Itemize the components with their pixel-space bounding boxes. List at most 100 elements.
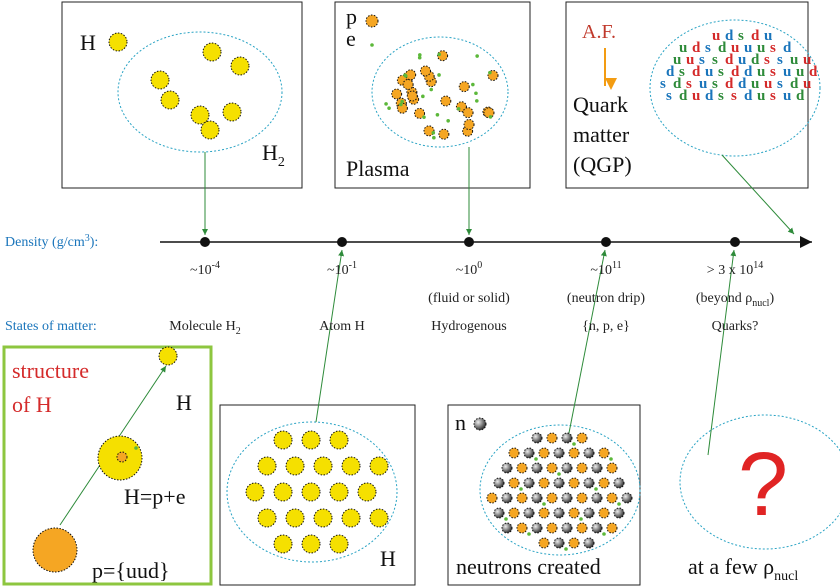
state-base: Quarks? — [712, 319, 759, 334]
particle — [150, 70, 170, 90]
box — [2, 345, 213, 586]
tick-label: ~10-1 — [327, 260, 357, 278]
electron — [609, 457, 613, 461]
neutron — [561, 432, 573, 444]
quark: s — [770, 64, 776, 80]
electron — [471, 82, 475, 87]
quark: u — [705, 64, 713, 80]
labels: H H2 p e Plasma A.F. Quark matter (QGP) … — [5, 4, 798, 584]
electron — [431, 131, 436, 135]
particle — [508, 507, 520, 519]
tick-exp: -1 — [349, 260, 357, 271]
quark: d — [705, 88, 714, 104]
particle — [606, 522, 618, 534]
label: p — [346, 4, 357, 29]
particle — [301, 534, 321, 554]
tick-exp: 14 — [753, 260, 763, 271]
particle — [391, 88, 403, 100]
particle — [301, 430, 321, 450]
particle — [369, 508, 389, 528]
neutron — [583, 447, 595, 459]
particle — [357, 482, 377, 502]
electron — [134, 446, 138, 450]
particle — [329, 534, 349, 554]
particle — [576, 492, 588, 504]
neutron — [583, 507, 595, 519]
state-base: {n, p, e} — [582, 319, 630, 334]
neutron — [531, 492, 543, 504]
electron — [418, 53, 422, 57]
ellipse — [117, 31, 283, 153]
particle — [538, 477, 550, 489]
particle — [245, 482, 265, 502]
particle — [202, 42, 222, 62]
note-base: (fluid or solid) — [428, 291, 510, 306]
box — [565, 1, 809, 189]
particle — [546, 492, 558, 504]
particle — [516, 462, 528, 474]
quark: u — [803, 52, 811, 68]
electron — [564, 547, 568, 551]
quark: d — [738, 76, 747, 92]
particle — [568, 537, 580, 549]
particle — [329, 430, 349, 450]
neutron — [501, 462, 513, 474]
particle — [606, 462, 618, 474]
tick-label: ~10-4 — [190, 260, 220, 278]
particle — [108, 32, 128, 52]
electron — [384, 102, 388, 106]
quark: s — [718, 88, 724, 104]
tick-exp: -4 — [212, 260, 220, 271]
electron — [429, 87, 434, 92]
electron — [421, 94, 425, 99]
quark: u — [796, 64, 804, 80]
particle — [301, 482, 321, 502]
quark: s — [718, 64, 724, 80]
note: (fluid or solid) — [428, 291, 510, 306]
electron — [399, 102, 403, 107]
quark: u — [757, 88, 765, 104]
note-sub: nucl — [752, 298, 769, 309]
electron — [456, 106, 461, 111]
quark: d — [666, 64, 675, 80]
quark: u — [757, 64, 765, 80]
label: H2 — [262, 140, 285, 170]
particle — [508, 447, 520, 459]
tick-base: ~10 — [327, 263, 349, 278]
neutron — [523, 477, 535, 489]
quark: s — [731, 88, 737, 104]
axis-point — [337, 237, 347, 247]
particle — [190, 105, 210, 125]
quark: u — [764, 76, 772, 92]
quark: s — [686, 76, 692, 92]
electron — [504, 517, 508, 521]
quark: u — [686, 52, 694, 68]
note-tail: ) — [769, 291, 774, 306]
neutron — [613, 477, 625, 489]
quark: d — [692, 40, 701, 56]
quark: d — [725, 28, 734, 44]
label: structure — [12, 358, 89, 383]
neutron — [613, 507, 625, 519]
particle — [463, 119, 475, 131]
note: (neutron drip) — [567, 291, 645, 306]
particle — [285, 456, 305, 476]
neutron — [501, 522, 513, 534]
neutron — [531, 432, 543, 444]
neutron — [473, 417, 487, 431]
particle — [257, 508, 277, 528]
electron — [527, 532, 531, 536]
quark: u — [783, 88, 791, 104]
state-base: Molecule H — [169, 319, 235, 334]
quark: u — [673, 52, 681, 68]
quark: s — [764, 52, 770, 68]
quark: u — [731, 40, 739, 56]
neutron — [523, 507, 535, 519]
question-mark: ? — [738, 435, 788, 535]
electron — [422, 115, 426, 119]
particle — [365, 14, 379, 28]
axis-point — [464, 237, 474, 247]
quark: s — [712, 76, 718, 92]
electron — [437, 52, 442, 57]
